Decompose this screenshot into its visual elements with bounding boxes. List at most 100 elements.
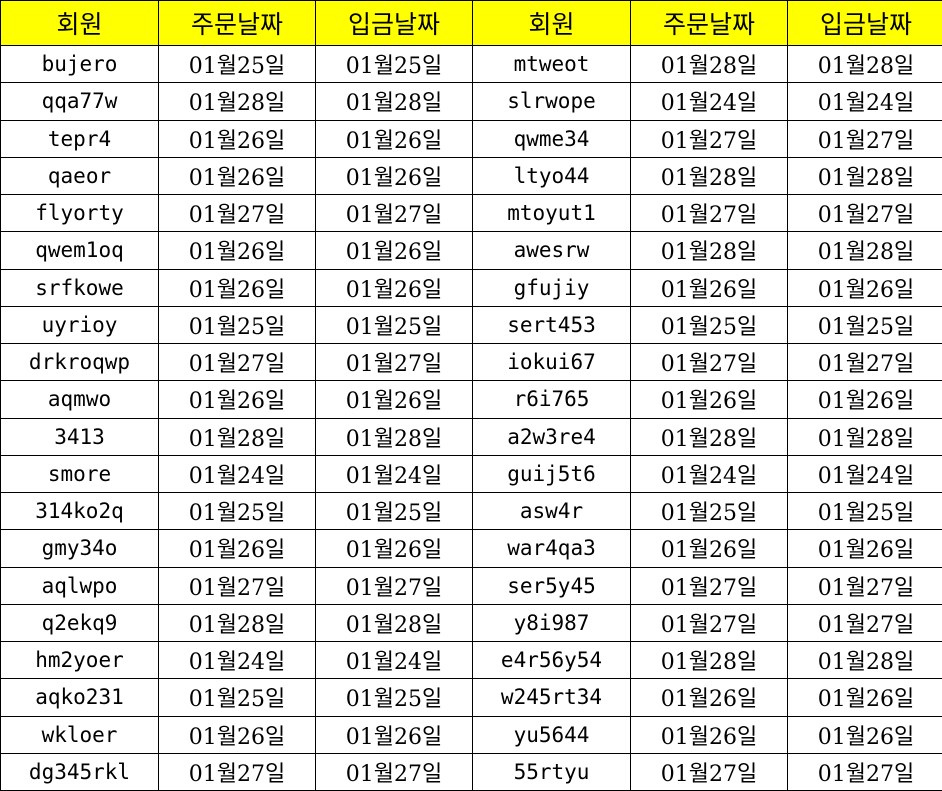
cell-order-date-left: 01월27일 xyxy=(158,342,316,382)
table-row: aqko231 01월25일 01월25일 w245rt34 01월26일 01월26일 xyxy=(0,678,942,717)
cell-payment-date-left: 01월28일 xyxy=(315,603,473,643)
cell-payment-date-right: 01월27일 xyxy=(787,193,942,233)
cell-payment-date-left: 01월25일 xyxy=(315,305,473,345)
cell-payment-date-left: 01월25일 xyxy=(315,678,473,717)
cell-payment-date-right: 01월25일 xyxy=(787,305,942,345)
cell-order-date-right: 01월24일 xyxy=(630,82,788,121)
cell-order-date-left: 01월24일 xyxy=(158,454,316,494)
cell-member-right: iokui67 xyxy=(472,342,631,382)
column-header-member-right: 회원 xyxy=(472,0,631,46)
cell-order-date-right: 01월25일 xyxy=(630,491,788,531)
cell-order-date-left: 01월28일 xyxy=(158,603,316,643)
cell-payment-date-left: 01월26일 xyxy=(315,529,473,568)
cell-member-left: qqa77w xyxy=(0,82,159,121)
cell-member-left: 3413 xyxy=(0,417,159,456)
cell-member-left: flyorty xyxy=(0,193,159,233)
cell-member-right: w245rt34 xyxy=(472,678,631,717)
cell-order-date-left: 01월26일 xyxy=(158,119,316,158)
table-row: hm2yoer 01월24일 01월24일 e4r56y54 01월28일 01월28일 xyxy=(0,640,942,680)
table-row: smore 01월24일 01월24일 guij5t6 01월24일 01월24일 xyxy=(0,454,942,494)
cell-payment-date-right: 01월24일 xyxy=(787,82,942,121)
cell-payment-date-right: 01월28일 xyxy=(787,640,942,680)
cell-order-date-right: 01월27일 xyxy=(630,752,788,791)
cell-member-right: sert453 xyxy=(472,305,631,345)
cell-payment-date-right: 01월28일 xyxy=(787,231,942,270)
cell-order-date-right: 01월27일 xyxy=(630,566,788,605)
cell-payment-date-right: 01월26일 xyxy=(787,529,942,568)
cell-payment-date-right: 01월27일 xyxy=(787,119,942,158)
cell-order-date-left: 01월25일 xyxy=(158,491,316,531)
cell-order-date-left: 01월27일 xyxy=(158,193,316,233)
cell-order-date-right: 01월27일 xyxy=(630,342,788,382)
table-row: srfkowe 01월26일 01월26일 gfujiy 01월26일 01월26일 xyxy=(0,268,942,307)
cell-payment-date-left: 01월24일 xyxy=(315,640,473,680)
cell-member-left: aqlwpo xyxy=(0,566,159,605)
cell-member-left: wkloer xyxy=(0,715,159,754)
cell-order-date-right: 01월28일 xyxy=(630,640,788,680)
cell-member-left: 314ko2q xyxy=(0,491,159,531)
cell-order-date-right: 01월26일 xyxy=(630,268,788,307)
cell-payment-date-left: 01월26일 xyxy=(315,156,473,196)
cell-payment-date-right: 01월26일 xyxy=(787,380,942,419)
cell-order-date-right: 01월26일 xyxy=(630,715,788,754)
cell-payment-date-right: 01월27일 xyxy=(787,342,942,382)
cell-member-right: gfujiy xyxy=(472,268,631,307)
cell-order-date-right: 01월26일 xyxy=(630,529,788,568)
table-row: q2ekq9 01월28일 01월28일 y8i987 01월27일 01월27일 xyxy=(0,603,942,643)
table-row: dg345rkl 01월27일 01월27일 55rtyu 01월27일 01월27일 xyxy=(0,752,942,791)
cell-payment-date-right: 01월26일 xyxy=(787,715,942,754)
cell-member-right: ser5y45 xyxy=(472,566,631,605)
cell-payment-date-right: 01월24일 xyxy=(787,454,942,494)
cell-member-left: aqmwo xyxy=(0,380,159,419)
table-row: drkroqwp 01월27일 01월27일 iokui67 01월27일 01월27일 xyxy=(0,342,942,382)
cell-member-left: qwem1oq xyxy=(0,231,159,270)
cell-payment-date-right: 01월27일 xyxy=(787,603,942,643)
cell-order-date-left: 01월25일 xyxy=(158,305,316,345)
cell-member-right: guij5t6 xyxy=(472,454,631,494)
table-row: qwem1oq 01월26일 01월26일 awesrw 01월28일 01월28일 xyxy=(0,231,942,270)
cell-order-date-right: 01월28일 xyxy=(630,44,788,84)
cell-member-left: qaeor xyxy=(0,156,159,196)
column-header-payment-date-right: 입금날짜 xyxy=(787,0,942,46)
cell-order-date-left: 01월28일 xyxy=(158,417,316,456)
cell-payment-date-left: 01월25일 xyxy=(315,491,473,531)
cell-order-date-right: 01월26일 xyxy=(630,678,788,717)
cell-member-right: qwme34 xyxy=(472,119,631,158)
cell-payment-date-right: 01월25일 xyxy=(787,491,942,531)
cell-member-left: bujero xyxy=(0,44,159,84)
table-row: tepr4 01월26일 01월26일 qwme34 01월27일 01월27일 xyxy=(0,119,942,158)
cell-order-date-right: 01월28일 xyxy=(630,417,788,456)
cell-payment-date-right: 01월28일 xyxy=(787,156,942,196)
cell-member-right: e4r56y54 xyxy=(472,640,631,680)
cell-member-right: r6i765 xyxy=(472,380,631,419)
cell-payment-date-left: 01월26일 xyxy=(315,231,473,270)
cell-payment-date-left: 01월26일 xyxy=(315,715,473,754)
cell-member-right: a2w3re4 xyxy=(472,417,631,456)
cell-member-left: smore xyxy=(0,454,159,494)
table-row: qqa77w 01월28일 01월28일 slrwope 01월24일 01월24일 xyxy=(0,82,942,121)
cell-member-right: mtoyut1 xyxy=(472,193,631,233)
cell-member-left: dg345rkl xyxy=(0,752,159,791)
cell-payment-date-left: 01월26일 xyxy=(315,380,473,419)
cell-payment-date-left: 01월28일 xyxy=(315,417,473,456)
column-header-order-date-left: 주문날짜 xyxy=(158,0,316,46)
table-row: qaeor 01월26일 01월26일 ltyo44 01월28일 01월28일 xyxy=(0,156,942,196)
cell-payment-date-right: 01월26일 xyxy=(787,268,942,307)
cell-member-right: ltyo44 xyxy=(472,156,631,196)
column-header-order-date-right: 주문날짜 xyxy=(630,0,788,46)
cell-payment-date-right: 01월28일 xyxy=(787,44,942,84)
cell-order-date-right: 01월26일 xyxy=(630,380,788,419)
cell-order-date-left: 01월26일 xyxy=(158,268,316,307)
cell-order-date-left: 01월26일 xyxy=(158,156,316,196)
cell-order-date-right: 01월27일 xyxy=(630,603,788,643)
cell-order-date-left: 01월25일 xyxy=(158,44,316,84)
cell-order-date-left: 01월25일 xyxy=(158,678,316,717)
column-header-payment-date-left: 입금날짜 xyxy=(315,0,473,46)
cell-order-date-left: 01월26일 xyxy=(158,715,316,754)
cell-payment-date-left: 01월26일 xyxy=(315,268,473,307)
table-header: 회원 주문날짜 입금날짜 회원 주문날짜 입금날짜 xyxy=(0,0,942,46)
cell-order-date-right: 01월27일 xyxy=(630,193,788,233)
cell-order-date-left: 01월27일 xyxy=(158,752,316,791)
table-row: wkloer 01월26일 01월26일 yu5644 01월26일 01월26일 xyxy=(0,715,942,754)
table-row: bujero 01월25일 01월25일 mtweot 01월28일 01월28일 xyxy=(0,44,942,84)
